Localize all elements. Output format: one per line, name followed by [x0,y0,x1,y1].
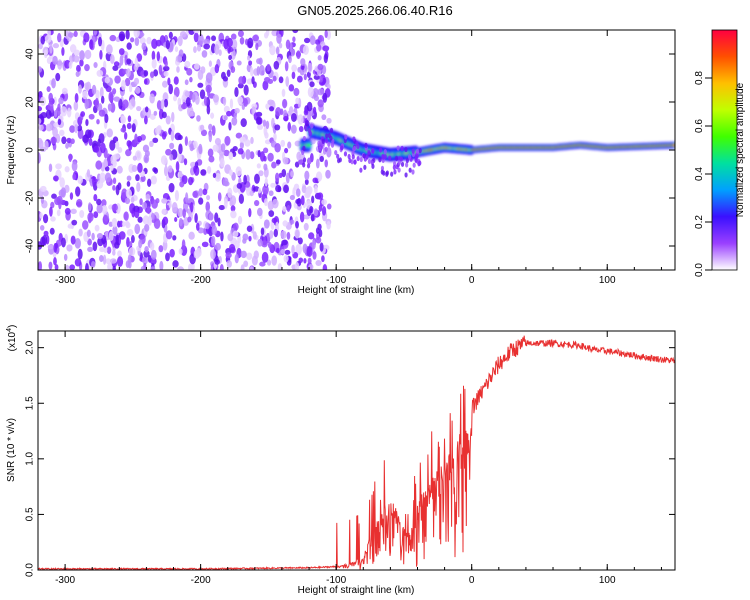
svg-text:(x104): (x104) [6,325,18,352]
snr-scale-factor: (x104) [6,325,18,352]
snr-y-label: SNR (10 * v/v) [6,418,17,482]
snr-scale-base: (x10 [7,331,18,351]
snr-y-tick-label: 0.5 [25,507,36,521]
snr-y-tick-label: 2.0 [25,340,36,354]
colorbar-tick-label: 0.6 [694,119,705,133]
spectrogram-x-tick-label: -100 [326,275,346,286]
spectrogram-x-tick-label: -200 [191,275,211,286]
snr-scale-exponent: 4 [6,328,13,332]
snr-y-ticks: 0.0 0.5 1.0 1.5 2.0 [25,340,675,577]
snr-x-ticks: -300 -200 -100 0 100 [55,331,662,586]
snr-series-line [38,335,675,570]
spectrogram-x-ticks: -300 -200 -100 0 100 [55,30,662,286]
snr-x-label: Height of straight line (km) [298,585,415,596]
snr-y-tick-label: 1.5 [25,396,36,410]
snr-scale-close: ) [7,325,18,328]
colorbar-tick-label: 0.0 [694,263,705,277]
colorbar-label: Normalized spectral amplitude [735,82,746,217]
colorbar-gradient [711,29,738,271]
colorbar: 0.0 0.2 0.4 0.6 0.8 Normalized spectral ampl… [694,29,746,277]
colorbar-tick-label: 0.4 [694,167,705,181]
snr-y-tick-label: 0.0 [25,563,36,577]
spectrogram-y-tick-label: -40 [25,238,36,253]
spectrogram-y-tick-label: 0 [25,147,36,153]
spectrogram-x-tick-label: 100 [599,275,616,286]
colorbar-ticks: 0.0 0.2 0.4 0.6 0.8 [694,71,712,277]
spectrogram-y-label: Frequency (Hz) [6,116,17,185]
spectrogram-y-tick-label: -20 [25,190,36,205]
spectrogram-noise-field [38,30,332,270]
snr-x-tick-label: -100 [326,575,346,586]
spectrogram-y-tick-label: 20 [25,96,36,108]
snr-x-tick-label: -300 [55,575,75,586]
colorbar-tick-label: 0.8 [694,71,705,85]
snr-x-tick-label: 0 [469,575,475,586]
spectrogram-x-tick-label: -300 [55,275,75,286]
figure-title: GN05.2025.266.06.40.R16 [297,3,452,18]
spectrogram-x-tick-label: 0 [469,275,475,286]
snr-panel: -300 -200 -100 0 100 0.0 0.5 1.0 1.5 2.0 Height … [6,325,676,596]
spectrogram-y-tick-label: 40 [25,48,36,60]
snr-x-tick-label: -200 [191,575,211,586]
spectrogram-x-label: Height of straight line (km) [298,285,415,296]
snr-frame [37,330,676,571]
spectrogram-signal-ridge [299,123,675,178]
colorbar-tick-label: 0.2 [694,215,705,229]
snr-x-tick-label: 100 [599,575,616,586]
snr-y-tick-label: 1.0 [25,451,36,465]
spectrogram-y-ticks: -40 -20 0 20 40 [25,48,675,253]
